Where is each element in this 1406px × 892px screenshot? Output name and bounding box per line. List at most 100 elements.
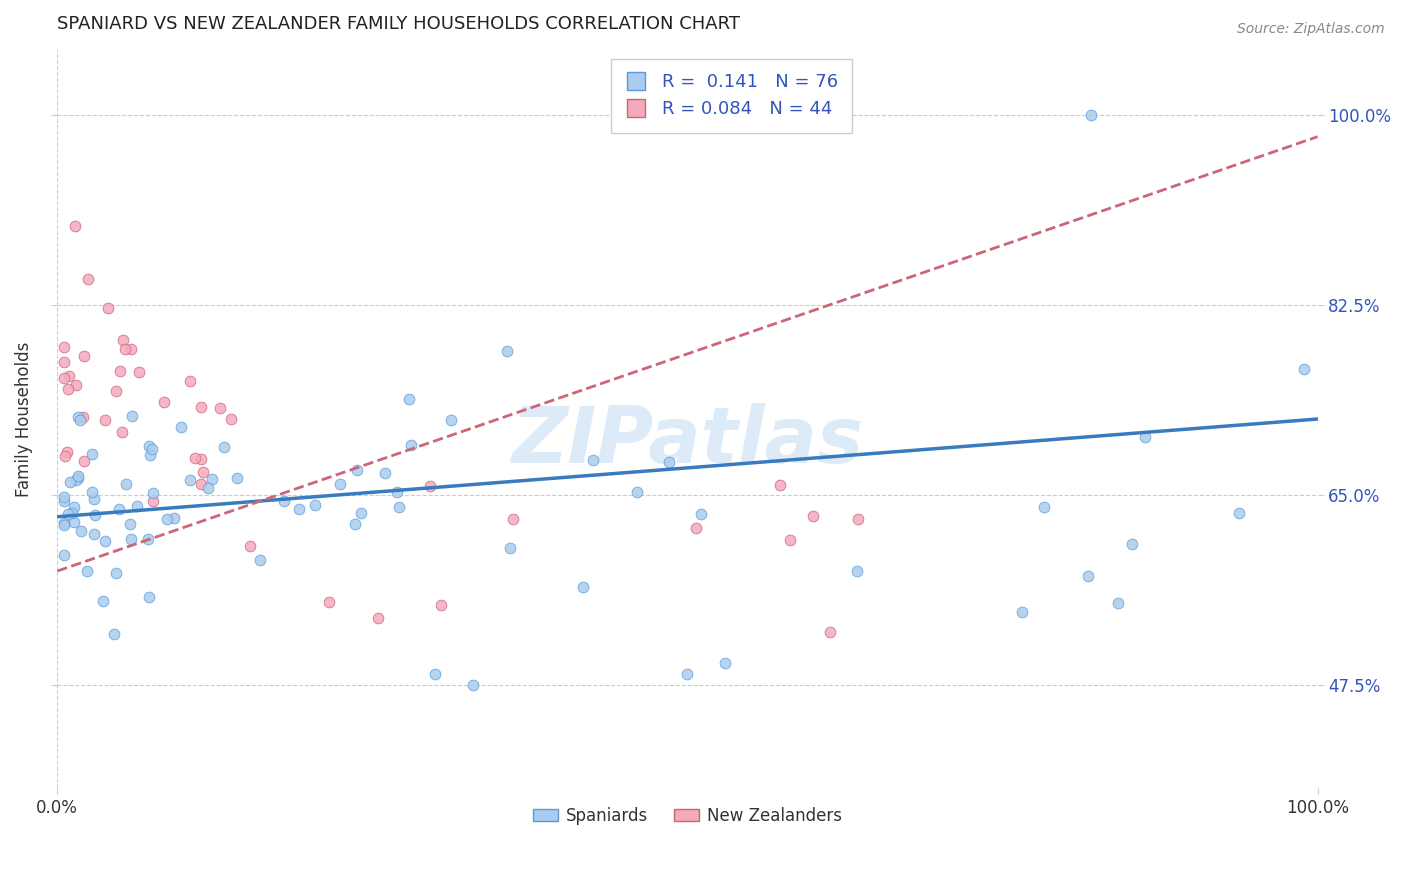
Point <box>69 413 91 427</box>
Point <box>179 374 201 388</box>
Point <box>714 657 737 671</box>
Point <box>107 501 129 516</box>
Point <box>83 491 105 506</box>
Point <box>201 472 224 486</box>
Point <box>76 564 98 578</box>
Point <box>105 384 128 399</box>
Point <box>125 499 148 513</box>
Point <box>52 548 75 562</box>
Point <box>66 469 89 483</box>
Point <box>52 516 75 531</box>
Point <box>120 517 142 532</box>
Point <box>288 502 311 516</box>
Point <box>197 481 219 495</box>
Point <box>93 533 115 548</box>
Point <box>425 667 447 681</box>
Point <box>162 510 184 524</box>
Point <box>153 395 176 409</box>
Point <box>65 473 87 487</box>
Point <box>63 515 86 529</box>
Point <box>63 219 86 233</box>
Point <box>120 342 142 356</box>
Point <box>343 516 366 531</box>
Point <box>52 490 75 504</box>
Point <box>73 349 96 363</box>
Point <box>66 410 89 425</box>
Point <box>801 508 824 523</box>
Point <box>845 564 868 578</box>
Point <box>212 440 235 454</box>
Point <box>53 517 76 532</box>
Text: ZIPatlas: ZIPatlas <box>512 403 863 479</box>
Point <box>373 466 395 480</box>
Point <box>779 533 801 548</box>
Point <box>249 552 271 566</box>
Point <box>1294 361 1316 376</box>
Point <box>58 368 80 383</box>
Point <box>138 439 160 453</box>
Point <box>690 507 713 521</box>
Point <box>72 453 94 467</box>
Point <box>66 471 89 485</box>
Point <box>676 667 699 681</box>
Point <box>818 624 841 639</box>
Y-axis label: Family Households: Family Households <box>15 342 32 497</box>
Point <box>156 512 179 526</box>
Point <box>63 500 86 514</box>
Point <box>84 508 107 522</box>
Point <box>572 581 595 595</box>
Point <box>367 610 389 624</box>
Point <box>190 451 212 466</box>
Point <box>72 410 94 425</box>
Point <box>52 494 75 508</box>
Point <box>846 511 869 525</box>
Text: SPANIARD VS NEW ZEALANDER FAMILY HOUSEHOLDS CORRELATION CHART: SPANIARD VS NEW ZEALANDER FAMILY HOUSEHO… <box>58 15 741 33</box>
Point <box>82 485 104 500</box>
Point <box>429 599 451 613</box>
Point <box>226 471 249 485</box>
Point <box>110 364 132 378</box>
Point <box>70 524 93 538</box>
Point <box>1107 596 1129 610</box>
Point <box>121 409 143 423</box>
Point <box>1227 506 1250 520</box>
Point <box>179 473 201 487</box>
Point <box>190 401 212 415</box>
Point <box>65 377 87 392</box>
Point <box>399 438 422 452</box>
Point <box>141 442 163 457</box>
Point <box>142 494 165 508</box>
Point <box>219 411 242 425</box>
Point <box>1011 605 1033 619</box>
Point <box>52 340 75 354</box>
Point <box>304 498 326 512</box>
Point <box>170 419 193 434</box>
Point <box>502 511 524 525</box>
Point <box>62 506 84 520</box>
Point <box>111 425 134 439</box>
Point <box>387 500 409 515</box>
Point <box>346 463 368 477</box>
Point <box>138 591 160 605</box>
Point <box>55 445 77 459</box>
Point <box>80 447 103 461</box>
Point <box>419 479 441 493</box>
Point <box>318 595 340 609</box>
Point <box>769 477 792 491</box>
Point <box>77 272 100 286</box>
Point <box>83 526 105 541</box>
Point <box>658 455 681 469</box>
Point <box>1077 569 1099 583</box>
Point <box>97 301 120 315</box>
Point <box>209 401 232 415</box>
Point <box>94 413 117 427</box>
Point <box>139 448 162 462</box>
Point <box>385 485 408 500</box>
Point <box>1033 500 1056 514</box>
Point <box>191 466 214 480</box>
Point <box>190 476 212 491</box>
Point <box>56 508 79 522</box>
Point <box>91 594 114 608</box>
Point <box>1133 430 1156 444</box>
Point <box>184 450 207 465</box>
